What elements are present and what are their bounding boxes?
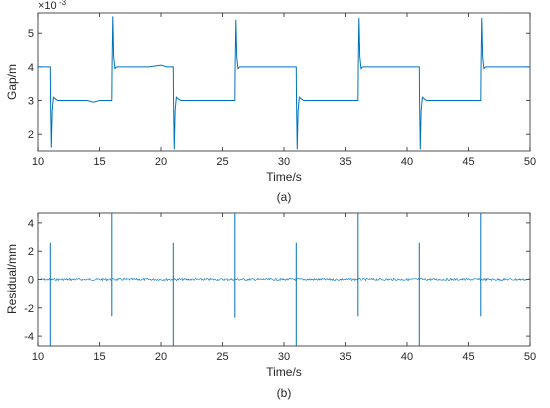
- residual-x-tick-label: 20: [155, 351, 167, 363]
- residual-x-tick-label: 10: [32, 351, 44, 363]
- residual-x-tick-label: 15: [93, 351, 105, 363]
- plot-area-gap: [37, 12, 531, 152]
- gap-x-tick-label: 45: [462, 156, 474, 168]
- residual-x-tick-label: 40: [401, 351, 413, 363]
- residual-series: [39, 213, 531, 346]
- y-exponent: -3: [59, 0, 67, 7]
- gap-x-tick-label: 10: [32, 156, 44, 168]
- residual-y-tick-label: 0: [28, 275, 34, 287]
- gap-y-tick-label: 3: [28, 96, 34, 108]
- gap-x-tick-label: 15: [93, 156, 105, 168]
- y-axis-label-residual: Residual/mm: [5, 244, 19, 314]
- x-axis-label-residual: Time/s: [266, 365, 302, 379]
- residual-y-tick-label: 4: [28, 218, 34, 230]
- gap-y-tick-label: 2: [28, 129, 34, 141]
- gap-x-tick-label: 30: [278, 156, 290, 168]
- gap-series-line: [38, 16, 530, 150]
- gap-x-tick-label: 25: [216, 156, 228, 168]
- residual-y-tick-label: 2: [28, 246, 34, 258]
- ticks-residual: 10 15 20 25 30 35 40 45 50 -4 -2 0 2 4: [24, 213, 536, 363]
- residual-y-tick-label: -2: [24, 303, 34, 315]
- gap-y-tick-label: 5: [28, 28, 34, 40]
- gap-x-tick-label: 35: [339, 156, 351, 168]
- panel-residual: 10 15 20 25 30 35 40 45 50 -4 -2 0 2 4 Time/s Residua…: [5, 212, 536, 400]
- gap-x-tick-label: 20: [155, 156, 167, 168]
- residual-x-tick-label: 30: [278, 351, 290, 363]
- gap-x-tick-label: 40: [401, 156, 413, 168]
- residual-x-tick-label: 45: [462, 351, 474, 363]
- residual-y-tick-label: -4: [24, 331, 34, 343]
- residual-x-tick-label: 35: [339, 351, 351, 363]
- y-exponent-base: ×10: [38, 0, 57, 12]
- gap-x-tick-label: 50: [524, 156, 536, 168]
- residual-x-tick-label: 25: [216, 351, 228, 363]
- x-axis-label-gap: Time/s: [266, 170, 302, 184]
- y-axis-label-gap: Gap/m: [5, 64, 19, 100]
- residual-x-tick-label: 50: [524, 351, 536, 363]
- gap-y-tick-label: 4: [28, 62, 34, 74]
- residual-baseline-line: [39, 277, 531, 282]
- caption-b: (b): [277, 386, 292, 400]
- caption-a: (a): [277, 190, 292, 204]
